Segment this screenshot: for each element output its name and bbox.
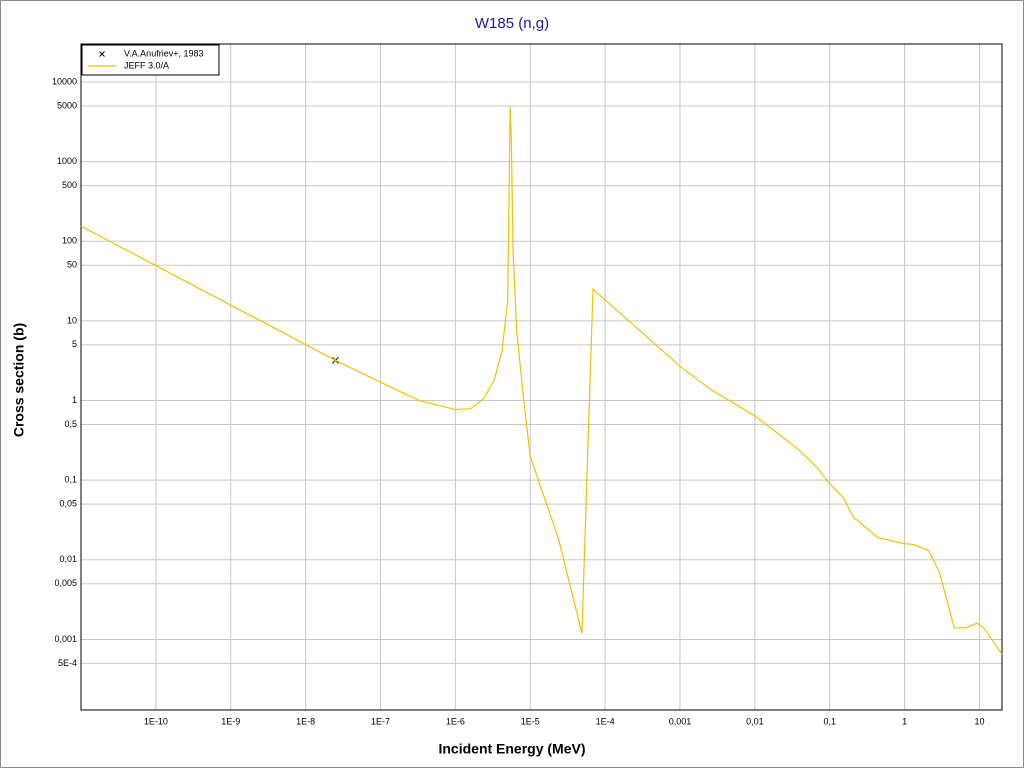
y-axis-label: Cross section (b) (11, 323, 27, 437)
x-tick-label: 1E-10 (144, 716, 168, 726)
x-tick-label: 10 (974, 716, 984, 726)
data-line (80, 106, 1003, 655)
x-tick-label: 0,01 (746, 716, 764, 726)
x-tick-label: 1E-9 (221, 716, 240, 726)
y-tick-label: 0,001 (54, 634, 77, 644)
y-tick-label: 5E-4 (58, 658, 77, 668)
plot-border (80, 43, 1003, 711)
y-tick-label: 10000 (52, 76, 77, 86)
y-tick-label: 1000 (57, 156, 77, 166)
legend-symbol (99, 51, 105, 57)
x-tick-label: 0,001 (669, 716, 692, 726)
x-tick-label: 1E-6 (446, 716, 465, 726)
x-axis-label: Incident Energy (MeV) (438, 741, 585, 757)
x-tick-label: 1E-4 (596, 716, 615, 726)
y-tick-label: 5000 (57, 100, 77, 110)
y-tick-label: 100 (62, 236, 77, 246)
x-tick-label: 0,1 (823, 716, 836, 726)
legend-label: V.A.Anufriev+, 1983 (124, 48, 203, 58)
y-tick-label: 0,5 (64, 419, 77, 429)
plot-area (81, 44, 1002, 710)
y-tick-label: 500 (62, 180, 77, 190)
x-tick-label: 1 (902, 716, 907, 726)
y-tick-label: 0,05 (59, 499, 77, 509)
x-tick-label: 1E-5 (521, 716, 540, 726)
x-tick-label: 1E-8 (296, 716, 315, 726)
legend-box (81, 44, 220, 76)
y-tick-label: 0,1 (64, 475, 77, 485)
y-tick-label: 5 (72, 339, 77, 349)
y-tick-label: 0,01 (59, 554, 77, 564)
y-tick-label: 0,005 (54, 578, 77, 588)
x-tick-label: 1E-7 (371, 716, 390, 726)
chart-title: W185 (n,g) (475, 15, 549, 32)
legend-label: JEFF 3.0/A (124, 60, 169, 70)
y-tick-label: 1 (72, 395, 77, 405)
y-tick-label: 50 (67, 260, 77, 270)
y-tick-label: 10 (67, 315, 77, 325)
